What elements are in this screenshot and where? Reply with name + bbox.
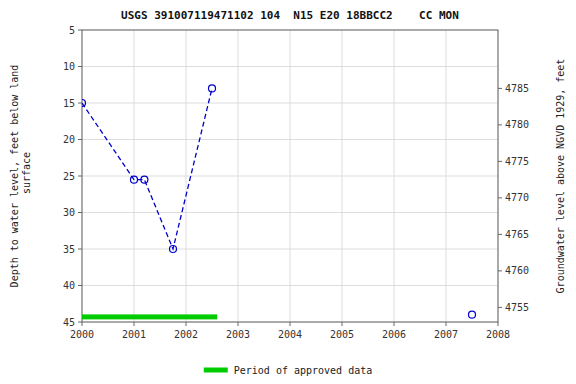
x-tick — [498, 322, 499, 326]
y-tick — [78, 285, 82, 286]
y-tick-label: 35 — [63, 244, 75, 255]
y2-tick-label: 4760 — [505, 265, 529, 276]
y2-tick-label: 4780 — [505, 119, 529, 130]
y2-tick-label: 4770 — [505, 192, 529, 203]
y2-tick — [498, 88, 502, 89]
grid-line-y — [82, 66, 498, 67]
y2-axis-label: Groundwater level above NGVD 1929, feet — [555, 59, 566, 294]
y2-tick-label: 4785 — [505, 83, 529, 94]
x-tick-label: 2004 — [278, 329, 302, 340]
legend: Period of approved data — [204, 365, 372, 376]
plot-area — [82, 85, 476, 319]
point-marker — [141, 176, 148, 183]
x-tick — [342, 322, 343, 326]
x-tick-label: 2006 — [382, 329, 406, 340]
y2-tick — [498, 307, 502, 308]
y2-tick-label: 4765 — [505, 229, 529, 240]
point-marker — [170, 246, 177, 253]
x-tick-label: 2005 — [330, 329, 354, 340]
point-marker — [82, 100, 86, 107]
y-axis-label: Depth to water level, feet below land su… — [9, 65, 32, 288]
plot-frame — [82, 30, 498, 322]
y-tick-label: 5 — [69, 25, 75, 36]
y2-tick-label: 4775 — [505, 156, 529, 167]
y-tick-label: 40 — [63, 280, 75, 291]
x-tick-label: 2008 — [486, 329, 510, 340]
series-line — [82, 88, 212, 249]
x-tick — [290, 322, 291, 326]
point-marker — [209, 85, 216, 92]
legend-label: Period of approved data — [234, 365, 372, 376]
y-tick-label: 20 — [63, 134, 75, 145]
y-tick-label: 30 — [63, 207, 75, 218]
title: USGS 391007119471102 104 N15 E20 18BBCC2… — [121, 9, 459, 22]
x-tick — [446, 322, 447, 326]
y-tick-label: 45 — [63, 317, 75, 328]
x-tick — [82, 322, 83, 326]
point-marker — [131, 176, 138, 183]
x-tick — [394, 322, 395, 326]
y-tick-label: 10 — [63, 61, 75, 72]
y2-tick — [498, 161, 502, 162]
x-tick-label: 2000 — [70, 329, 94, 340]
grid — [82, 30, 498, 322]
grid-line-y — [82, 285, 498, 286]
y-tick-label: 15 — [63, 98, 75, 109]
legend-item: Period of approved data — [204, 365, 372, 376]
y-tick — [78, 139, 82, 140]
y2-tick — [498, 124, 502, 125]
x-tick — [238, 322, 239, 326]
y-axis-label-line: Depth to water level, feet below land — [9, 65, 20, 288]
x-tick-label: 2003 — [226, 329, 250, 340]
y-tick — [78, 249, 82, 250]
y-tick — [78, 66, 82, 67]
y-tick — [78, 30, 82, 31]
x-tick — [186, 322, 187, 326]
grid-line-y — [82, 212, 498, 213]
x-tick-label: 2001 — [122, 329, 146, 340]
y2-tick-label: 4755 — [505, 302, 529, 313]
y-tick — [78, 322, 82, 323]
axes: 2000 2001 2002 2003 2004 2005 2006 2007 2008 5 10 1… — [63, 25, 529, 341]
x-tick — [134, 322, 135, 326]
y2-tick — [498, 270, 502, 271]
grid-line-y — [82, 139, 498, 140]
legend-swatch — [204, 368, 228, 373]
grid-line-y — [82, 249, 498, 250]
y-tick — [78, 103, 82, 104]
y2-tick — [498, 197, 502, 198]
y-axis-label-line: surface — [21, 152, 32, 200]
x-tick-label: 2007 — [434, 329, 458, 340]
y2-tick — [498, 234, 502, 235]
x-tick-label: 2002 — [174, 329, 198, 340]
y-tick — [78, 176, 82, 177]
approved-bar — [82, 314, 217, 319]
chart: 2000 2001 2002 2003 2004 2005 2006 2007 2008 5 10 1… — [0, 0, 576, 384]
grid-line-y — [82, 103, 498, 104]
y-tick — [78, 212, 82, 213]
y-tick-label: 25 — [63, 171, 75, 182]
point-marker — [469, 311, 476, 318]
